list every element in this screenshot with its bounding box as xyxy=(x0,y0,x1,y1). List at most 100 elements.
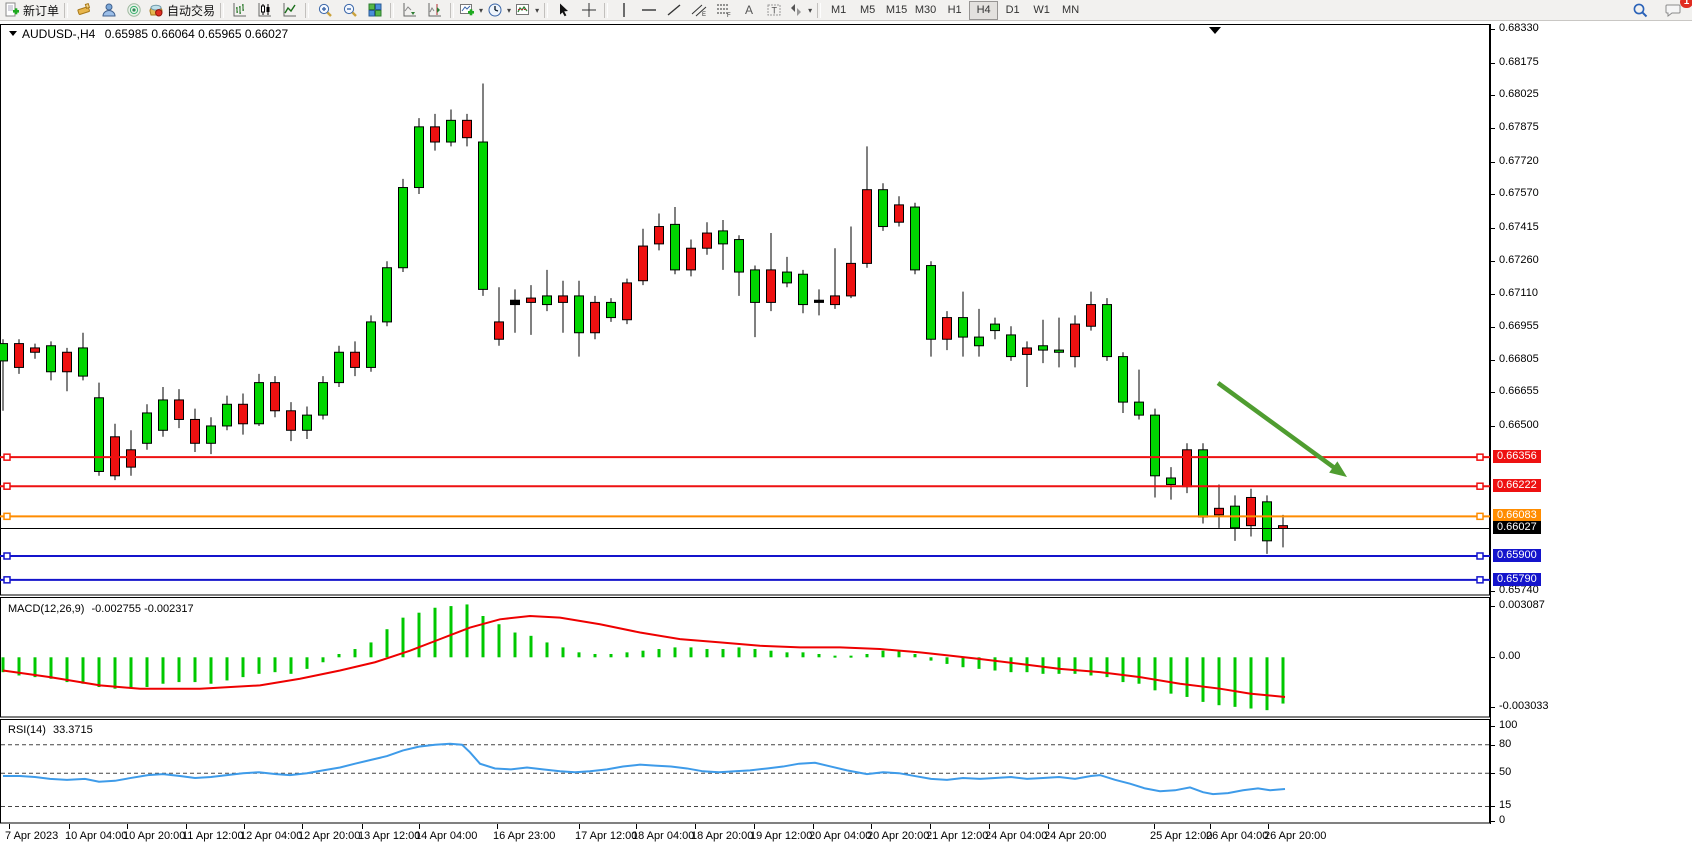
symbol-dropdown-icon[interactable] xyxy=(9,31,17,36)
current-price-badge: 0.66027 xyxy=(1493,521,1541,535)
price-axis-label: 0.66500 xyxy=(1499,418,1539,431)
price-axis-label: 0.68175 xyxy=(1499,55,1539,68)
horizontal-line-button[interactable] xyxy=(636,1,661,20)
notification-badge: 1 xyxy=(1680,0,1692,8)
auto-scroll-button[interactable] xyxy=(397,1,422,20)
timeframe-button-d1[interactable]: D1 xyxy=(1005,4,1020,16)
timeframe-button-m1[interactable]: M1 xyxy=(830,4,847,16)
indicators-button[interactable]: ▾ xyxy=(513,1,541,20)
axis-tick xyxy=(1490,227,1495,229)
periods-button[interactable]: ▾ xyxy=(485,1,513,20)
crosshair-button[interactable] xyxy=(576,1,601,20)
timeframe-button-m30[interactable]: M30 xyxy=(914,4,937,16)
axis-tick xyxy=(1490,392,1495,394)
price-axis-label: 0.66955 xyxy=(1499,320,1539,333)
zoom-out-button[interactable] xyxy=(337,1,362,20)
new-order-button[interactable]: 新订单 xyxy=(2,1,61,20)
price-axis-label: 0.67260 xyxy=(1499,254,1539,267)
time-axis-tick xyxy=(579,824,580,829)
price-axis-label: 0.66655 xyxy=(1499,385,1539,398)
time-axis-tick xyxy=(930,824,931,829)
toolbar: 新订单 xyxy=(0,0,1692,21)
profile-button[interactable] xyxy=(96,1,121,20)
crosshair-icon xyxy=(581,3,596,17)
zoom-in-button[interactable] xyxy=(312,1,337,20)
time-axis-tick xyxy=(989,824,990,829)
macd-label: MACD(12,26,9) -0.002755 -0.002317 xyxy=(8,603,194,615)
macd-axis-label: 0.003087 xyxy=(1499,599,1545,612)
timeframe-button-h1[interactable]: H1 xyxy=(947,4,962,16)
timeframe-button-m5[interactable]: M5 xyxy=(859,4,876,16)
fibonacci-icon: F xyxy=(716,4,731,18)
axis-tick xyxy=(1490,606,1495,608)
tile-windows-icon xyxy=(368,3,382,17)
time-axis-label: 21 Apr 12:00 xyxy=(926,830,989,842)
chart-symbol-title: AUDUSD-,H4 0.65985 0.66064 0.65965 0.660… xyxy=(22,27,288,41)
auto-trading-icon xyxy=(149,4,163,17)
time-axis-label: 14 Apr 04:00 xyxy=(415,830,478,842)
time-axis-tick xyxy=(69,824,70,829)
axis-tick xyxy=(1490,773,1495,775)
rsi-axis-label: 50 xyxy=(1499,766,1512,779)
time-axis-tick xyxy=(1048,824,1049,829)
toolbar-separator xyxy=(817,2,822,18)
fibonacci-button[interactable]: F xyxy=(711,1,736,20)
macd-chart-canvas[interactable] xyxy=(0,597,1490,718)
timeframe-button-m15[interactable]: M15 xyxy=(885,4,908,16)
time-axis-label: 13 Apr 12:00 xyxy=(358,830,421,842)
time-axis-label: 18 Apr 20:00 xyxy=(691,830,754,842)
toolbar-separator xyxy=(544,2,549,18)
candlestick-chart-button[interactable] xyxy=(252,1,277,20)
price-chart-canvas[interactable] xyxy=(0,24,1490,596)
styler-button[interactable] xyxy=(71,1,96,20)
toolbar-separator xyxy=(305,2,310,18)
rsi-chart-canvas[interactable] xyxy=(0,719,1490,824)
new-chart-button[interactable]: ▾ xyxy=(457,1,485,20)
trendline-icon xyxy=(667,4,681,16)
timeframe-button-h4[interactable]: H4 xyxy=(969,0,999,20)
new-order-icon xyxy=(5,2,19,17)
chart-shift-button[interactable] xyxy=(422,1,447,20)
signal-button[interactable] xyxy=(121,1,146,20)
shapes-button[interactable]: ▾ xyxy=(786,1,814,20)
price-axis-label: 0.66805 xyxy=(1499,352,1539,365)
axis-tick xyxy=(1490,707,1495,709)
time-axis-label: 24 Apr 20:00 xyxy=(1044,830,1107,842)
text-icon: A xyxy=(745,3,753,17)
chat-button[interactable]: 1 xyxy=(1661,0,1692,20)
chevron-down-icon: ▾ xyxy=(479,5,484,15)
text-label-button[interactable]: T xyxy=(761,1,786,20)
trendline-button[interactable] xyxy=(661,1,686,20)
vertical-line-button[interactable] xyxy=(611,1,636,20)
timeframe-button-mn[interactable]: MN xyxy=(1062,4,1080,16)
auto-trading-button[interactable]: 自动交易 xyxy=(146,1,217,20)
toolbar-separator xyxy=(450,2,455,18)
tile-windows-button[interactable] xyxy=(362,1,387,20)
level-price-badge: 0.65790 xyxy=(1493,572,1541,586)
line-chart-button[interactable] xyxy=(277,1,302,20)
search-button[interactable] xyxy=(1628,1,1653,20)
level-price-badge: 0.66356 xyxy=(1493,450,1541,464)
line-chart-icon xyxy=(283,3,296,17)
axis-tick xyxy=(1490,261,1495,263)
cursor-button[interactable] xyxy=(551,1,576,20)
price-axis-label: 0.67415 xyxy=(1499,220,1539,233)
timeframe-bar: M1 M5 M15 M30 H1 H4 D1 W1 MN xyxy=(824,0,1085,20)
bar-chart-button[interactable] xyxy=(227,1,252,20)
price-axis-label: 0.68025 xyxy=(1499,88,1539,101)
svg-text:F: F xyxy=(727,13,731,18)
time-axis-tick xyxy=(871,824,872,829)
time-axis-label: 19 Apr 12:00 xyxy=(750,830,813,842)
time-axis-tick xyxy=(419,824,420,829)
zoom-out-icon xyxy=(343,3,357,17)
equidistant-channel-button[interactable]: E xyxy=(686,1,711,20)
signal-icon xyxy=(126,3,141,17)
text-button[interactable]: A xyxy=(736,1,761,20)
axis-tick xyxy=(1490,194,1495,196)
timeframe-button-w1[interactable]: W1 xyxy=(1033,4,1050,16)
time-axis-label: 20 Apr 04:00 xyxy=(809,830,872,842)
time-axis-tick xyxy=(302,824,303,829)
axis-tick xyxy=(1490,725,1495,727)
svg-text:E: E xyxy=(702,12,706,18)
